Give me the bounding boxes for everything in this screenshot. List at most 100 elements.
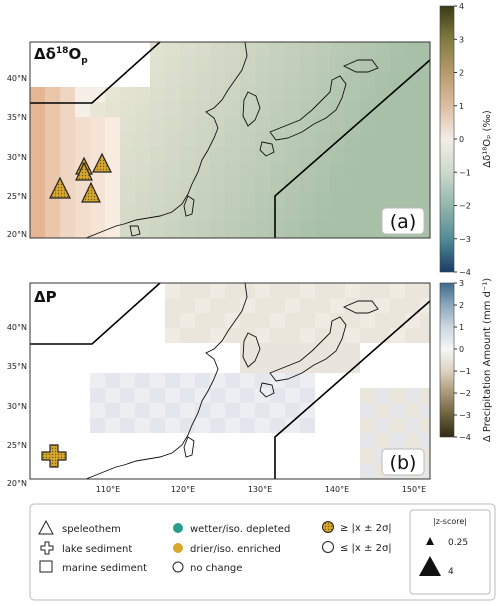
grid-cell	[240, 192, 255, 207]
grid-cell	[390, 57, 405, 72]
grid-cell	[315, 162, 330, 177]
grid-cell	[240, 42, 255, 57]
grid-cell	[180, 102, 195, 117]
grid-cell	[375, 162, 390, 177]
grid-cell	[345, 72, 360, 87]
grid-cell	[285, 343, 300, 358]
grid-cell	[225, 87, 240, 102]
grid-cell	[225, 117, 240, 132]
grid-cell	[105, 87, 120, 102]
grid-cell	[420, 57, 430, 72]
grid-cell	[300, 343, 315, 358]
grid-cell	[195, 373, 210, 388]
grid-cell	[105, 147, 120, 162]
legend-z-large: 4	[448, 567, 454, 577]
grid-cell	[420, 177, 430, 192]
grid-cell	[225, 72, 240, 87]
grid-cell	[75, 222, 90, 237]
grid-cell	[345, 132, 360, 147]
grid-cell	[375, 117, 390, 132]
grid-cell	[225, 102, 240, 117]
grid-cell	[135, 117, 150, 132]
grid-cell	[135, 222, 150, 237]
grid-cell	[255, 177, 270, 192]
grid-cell	[420, 448, 430, 463]
grid-cell	[90, 87, 105, 102]
grid-cell	[270, 403, 285, 418]
grid-cell	[165, 207, 180, 222]
grid-cell	[345, 283, 360, 298]
grid-cell	[315, 42, 330, 57]
colorbar-tick-label: 0	[459, 135, 464, 144]
grid-cell	[330, 343, 345, 358]
grid-cell	[330, 147, 345, 162]
speleothem-marker	[75, 161, 93, 181]
grid-cell	[330, 283, 345, 298]
grid-cell	[375, 57, 390, 72]
grid-cell	[285, 283, 300, 298]
grid-cell	[180, 162, 195, 177]
grid-cell	[180, 72, 195, 87]
grid-cell	[195, 102, 210, 117]
grid-cell	[315, 177, 330, 192]
grid-cell	[390, 192, 405, 207]
grid-cell	[195, 313, 210, 328]
grid-cell	[270, 117, 285, 132]
grid-cell	[345, 207, 360, 222]
grid-cell	[210, 373, 225, 388]
grid-cell	[345, 117, 360, 132]
grid-cell	[210, 388, 225, 403]
grid-cell	[405, 403, 420, 418]
grid-cell	[165, 42, 180, 57]
grid-cell	[285, 147, 300, 162]
grid-cell	[210, 222, 225, 237]
grid-cell	[75, 102, 90, 117]
grid-cell	[240, 222, 255, 237]
grid-cell	[390, 298, 405, 313]
grid-cell	[150, 72, 165, 87]
grid-cell	[135, 102, 150, 117]
grid-cell	[240, 343, 255, 358]
panel-a-title-sup: 18	[56, 46, 69, 56]
grid-cell	[405, 87, 420, 102]
grid-cell	[240, 87, 255, 102]
grid-cell	[390, 102, 405, 117]
colorbar-tick-label: 1	[459, 102, 464, 111]
grid-cell	[210, 72, 225, 87]
grid-cell	[45, 222, 60, 237]
grid-cell	[390, 147, 405, 162]
grid-cell	[285, 313, 300, 328]
grid-cell	[60, 147, 75, 162]
grid-cell	[105, 388, 120, 403]
grid-cell	[420, 207, 430, 222]
legend-nochange: no change	[190, 563, 242, 574]
grid-cell	[135, 237, 150, 238]
grid-cell	[120, 132, 135, 147]
grid-cell	[390, 313, 405, 328]
grid-cell	[75, 237, 90, 238]
grid-cell	[330, 298, 345, 313]
colorbar-tick-label: −4	[459, 268, 471, 277]
grid-cell	[195, 72, 210, 87]
grid-cell	[390, 388, 405, 403]
grid-cell	[405, 117, 420, 132]
grid-cell	[375, 87, 390, 102]
marine-legend-icon	[39, 560, 53, 573]
grid-cell	[360, 192, 375, 207]
grid-cell	[360, 102, 375, 117]
grid-cell	[420, 102, 430, 117]
grid-cell	[210, 283, 225, 298]
grid-cell	[225, 388, 240, 403]
speleothem-legend-icon	[38, 519, 54, 535]
lat-ticks-b: 40°N 35°N 30°N 25°N 20°N	[7, 323, 27, 488]
grid-cell	[105, 418, 120, 433]
grid-cell	[285, 132, 300, 147]
grid-cell	[420, 147, 430, 162]
grid-cell	[150, 222, 165, 237]
grid-cell	[165, 222, 180, 237]
grid-cell	[270, 207, 285, 222]
grid-cell	[345, 358, 360, 373]
grid-cell	[30, 132, 45, 147]
grid-cell	[90, 237, 105, 238]
